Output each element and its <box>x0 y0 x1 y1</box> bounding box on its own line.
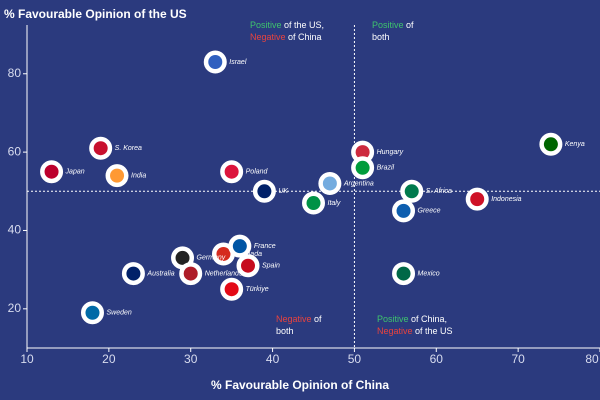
point-label: Italy <box>328 200 341 207</box>
annotation-part: Negative <box>250 32 286 42</box>
x-tick-label: 60 <box>430 352 444 366</box>
flag-color <box>232 239 247 254</box>
x-tick-label: 50 <box>348 352 362 366</box>
flag-color <box>396 203 411 218</box>
point-label: Japan <box>65 169 85 176</box>
y-tick-label: 20 <box>8 301 22 315</box>
point-label: UK <box>278 188 288 195</box>
point-label: Indonesia <box>491 196 521 203</box>
point-label: Brazil <box>377 165 395 172</box>
quadrant-annotation: Negative of China <box>250 32 322 42</box>
flag-color <box>257 184 272 199</box>
quadrant-annotation: Positive of <box>372 20 414 30</box>
flag-color <box>93 141 108 156</box>
annotation-part: Positive <box>250 20 282 30</box>
flag-color <box>355 145 370 160</box>
point-label: S. Korea <box>115 145 142 152</box>
flag-color <box>216 246 231 261</box>
y-axis-title: % Favourable Opinion of the US <box>4 7 187 21</box>
annotation-part: Positive <box>372 20 404 30</box>
point-label: Türkiye <box>246 286 269 293</box>
flag-color <box>396 266 411 281</box>
quadrant-annotation: Positive of the US, <box>250 20 324 30</box>
point-label: Mexico <box>418 270 440 277</box>
x-tick-label: 70 <box>511 352 525 366</box>
flag-color <box>306 196 321 211</box>
point-label: Israel <box>229 59 247 66</box>
x-tick-label: 20 <box>102 352 116 366</box>
point-label: Australia <box>146 270 174 277</box>
flag-color <box>126 266 141 281</box>
point-label: S. Africa <box>426 188 452 195</box>
flag-color <box>110 168 125 183</box>
annotation-part: Negative <box>377 326 413 336</box>
flag-color <box>404 184 419 199</box>
point-label: Poland <box>246 169 269 176</box>
point-label: India <box>131 172 146 179</box>
point-label: Spain <box>262 263 280 270</box>
point-label: Argentina <box>343 180 374 187</box>
annotation-part: both <box>276 326 294 336</box>
flag-color <box>322 176 337 191</box>
flag-color <box>224 282 239 297</box>
point-label: Kenya <box>565 141 585 148</box>
y-tick-label: 60 <box>8 144 22 158</box>
point-label: Sweden <box>106 310 131 317</box>
flag-color <box>44 164 59 179</box>
flag-color <box>224 164 239 179</box>
x-tick-label: 10 <box>20 352 34 366</box>
point-label: Canada <box>237 251 262 258</box>
x-tick-label: 80 <box>585 352 599 366</box>
x-tick-label: 30 <box>184 352 198 366</box>
flag-color <box>208 55 223 70</box>
x-axis-title: % Favourable Opinion of China <box>211 378 389 392</box>
y-tick-label: 80 <box>8 66 22 80</box>
point-label: France <box>254 243 276 250</box>
point-label: Germany <box>197 255 226 262</box>
annotation-part: of <box>312 314 323 324</box>
quadrant-annotation: Positive of China, <box>377 314 447 324</box>
annotation-part: Negative <box>276 314 312 324</box>
flag-color <box>85 305 100 320</box>
point-label: Hungary <box>377 149 404 156</box>
annotation-part: of China, <box>409 314 448 324</box>
annotation-part: Positive <box>377 314 409 324</box>
flag-color <box>543 137 558 152</box>
flag-color <box>175 250 190 265</box>
flag-color <box>355 160 370 175</box>
y-tick-label: 40 <box>8 223 22 237</box>
flag-color <box>470 192 485 207</box>
annotation-part: of the US, <box>282 20 325 30</box>
flag-color <box>183 266 198 281</box>
annotation-part: of <box>404 20 415 30</box>
point-label: Netherlands <box>205 270 243 277</box>
quadrant-annotation: Negative of the US <box>377 326 453 336</box>
quadrant-annotation: both <box>372 32 390 42</box>
quadrant-annotation: both <box>276 326 294 336</box>
quadrant-annotation: Negative of <box>276 314 322 324</box>
flag-color <box>241 258 256 273</box>
annotation-part: of China <box>286 32 322 42</box>
annotation-part: both <box>372 32 390 42</box>
annotation-part: of the US <box>413 326 453 336</box>
x-tick-label: 40 <box>266 352 280 366</box>
point-label: Greece <box>418 208 441 215</box>
